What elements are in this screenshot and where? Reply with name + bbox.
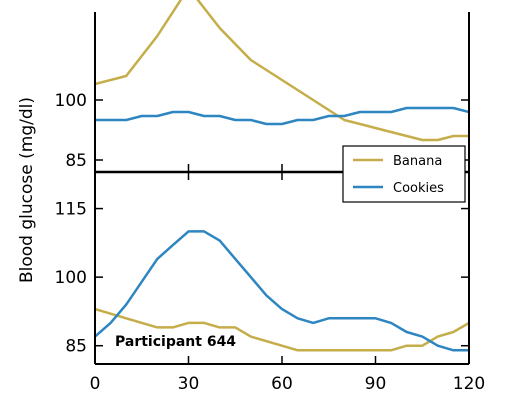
legend-label-cookies: Cookies [393, 181, 444, 196]
y-tick-label-top-85: 85 [65, 151, 87, 171]
panel-top-series [95, 0, 469, 142]
legend-label-banana: Banana [393, 154, 442, 169]
x-tick-label-90: 90 [365, 374, 387, 394]
y-tick-label-bottom-85: 85 [65, 337, 87, 357]
y-tick-label-bottom-115: 115 [55, 200, 87, 220]
legend: Banana Cookies [342, 145, 466, 203]
panel-annotation: Participant 644 [115, 334, 236, 350]
series-layer [95, 0, 469, 352]
y-tick-label-bottom-100: 100 [55, 268, 87, 288]
series-line-top-banana [95, 0, 469, 142]
x-tick-label-120: 120 [453, 374, 485, 394]
legend-box [342, 145, 466, 203]
annotation-layer: Participant 644 [115, 334, 236, 350]
y-axis-label: Blood glucose (mg/dl) [17, 97, 37, 283]
series-line-bottom-banana [95, 307, 469, 352]
x-tick-label-0: 0 [90, 374, 101, 394]
series-line-bottom-cookies [95, 230, 469, 352]
panel-bottom-series [95, 230, 469, 352]
series-line-top-cookies [95, 106, 469, 126]
x-tick-label-30: 30 [178, 374, 200, 394]
y-tick-label-top-100: 100 [55, 91, 87, 111]
x-tick-label-60: 60 [271, 374, 293, 394]
axes-layer: 85 100 85 100 115 0 30 60 90 120 [55, 12, 485, 394]
